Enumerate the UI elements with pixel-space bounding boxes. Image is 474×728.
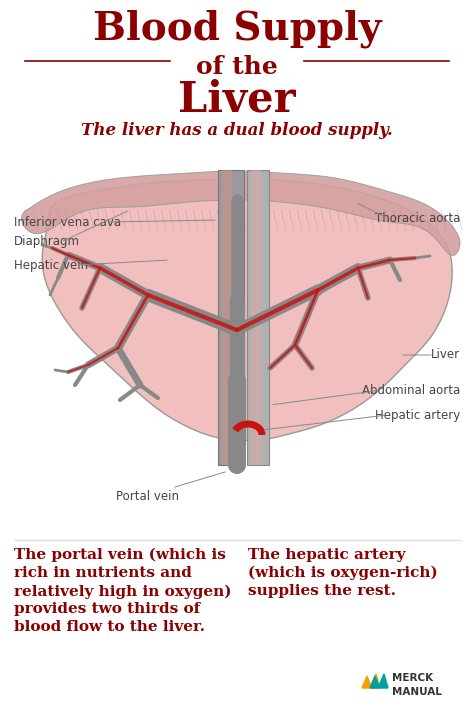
Text: Thoracic aorta: Thoracic aorta — [374, 212, 460, 224]
Bar — [247, 170, 269, 465]
Polygon shape — [362, 674, 380, 688]
Text: Liver: Liver — [178, 78, 296, 120]
Bar — [218, 170, 244, 465]
Polygon shape — [42, 179, 452, 440]
Text: Liver: Liver — [431, 349, 460, 362]
Text: The portal vein (which is
rich in nutrients and
relatively high in oxygen)
provi: The portal vein (which is rich in nutrie… — [14, 548, 231, 634]
Text: Hepatic vein: Hepatic vein — [14, 258, 88, 272]
Bar — [251, 170, 261, 465]
Text: MANUAL: MANUAL — [392, 687, 442, 697]
Text: Inferior vena cava: Inferior vena cava — [14, 215, 121, 229]
Text: The liver has a dual blood supply.: The liver has a dual blood supply. — [81, 122, 393, 139]
Text: MERCK: MERCK — [392, 673, 433, 683]
Bar — [222, 170, 232, 465]
Polygon shape — [370, 674, 388, 688]
Polygon shape — [21, 171, 460, 256]
Text: Abdominal aorta: Abdominal aorta — [362, 384, 460, 397]
Text: Blood Supply: Blood Supply — [93, 10, 381, 49]
Text: of the: of the — [196, 55, 278, 79]
Text: The hepatic artery
(which is oxygen-rich)
supplies the rest.: The hepatic artery (which is oxygen-rich… — [248, 548, 438, 598]
Text: Portal vein: Portal vein — [117, 490, 180, 503]
Text: Diaphragm: Diaphragm — [14, 235, 80, 248]
Text: Hepatic artery: Hepatic artery — [375, 408, 460, 422]
